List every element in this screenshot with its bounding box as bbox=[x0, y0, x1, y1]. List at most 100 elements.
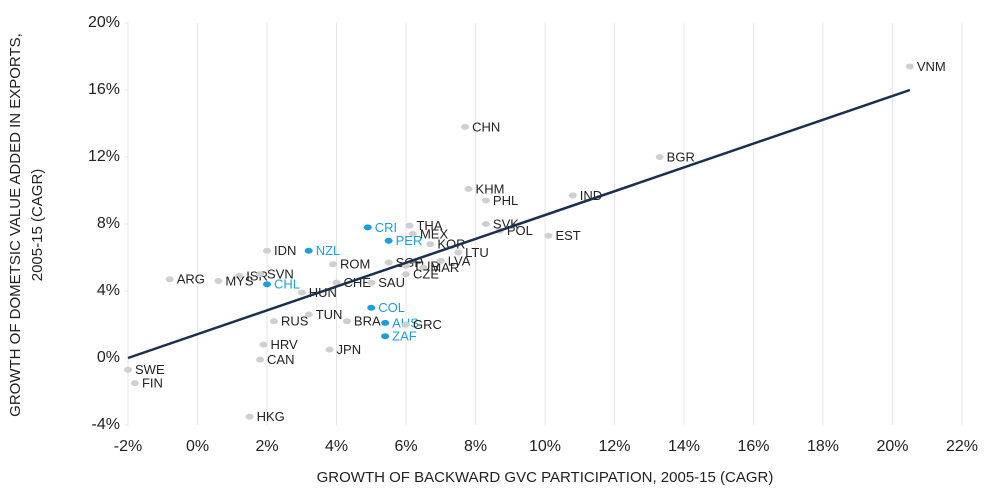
point-label: CHE bbox=[344, 275, 372, 290]
point bbox=[384, 259, 393, 266]
point bbox=[269, 318, 278, 325]
point bbox=[461, 123, 470, 130]
point bbox=[256, 271, 265, 278]
x-tick-label: 22% bbox=[946, 438, 978, 455]
x-tick-label: 4% bbox=[325, 438, 348, 455]
point-label: LVA bbox=[448, 253, 471, 268]
point bbox=[426, 241, 435, 248]
point bbox=[405, 222, 414, 229]
point bbox=[329, 261, 338, 268]
point bbox=[304, 311, 313, 318]
point-label: TUN bbox=[316, 307, 343, 322]
point-label: LTU bbox=[465, 245, 489, 260]
point bbox=[381, 319, 390, 326]
point bbox=[481, 221, 490, 227]
point bbox=[325, 346, 334, 353]
point-label: FIN bbox=[142, 376, 163, 391]
point bbox=[165, 276, 174, 283]
point-label: CRI bbox=[375, 220, 397, 235]
y-tick-label: -4% bbox=[92, 416, 120, 433]
point-label: COL bbox=[378, 300, 405, 315]
point-label: CHN bbox=[472, 119, 500, 134]
point-label: VNM bbox=[917, 59, 946, 74]
point bbox=[655, 154, 664, 160]
point bbox=[235, 272, 244, 279]
point-label: PHL bbox=[493, 193, 518, 208]
point bbox=[568, 192, 577, 199]
point bbox=[214, 277, 223, 284]
y-tick-label: 8% bbox=[97, 215, 120, 232]
point bbox=[304, 247, 313, 254]
point bbox=[419, 264, 428, 271]
point-label: JPN bbox=[337, 342, 362, 357]
x-tick-label: 12% bbox=[598, 438, 630, 455]
point bbox=[363, 224, 372, 231]
y-tick-label: 12% bbox=[88, 148, 120, 165]
point bbox=[297, 289, 306, 296]
y-tick-label: 4% bbox=[97, 282, 120, 299]
point bbox=[544, 232, 553, 239]
point-label: KOR bbox=[437, 237, 465, 252]
y-tick-label: 0% bbox=[97, 349, 120, 366]
point bbox=[263, 281, 271, 288]
point bbox=[402, 271, 410, 278]
x-tick-label: 6% bbox=[394, 438, 417, 455]
x-tick-label: -2% bbox=[114, 438, 142, 455]
point-label: HRV bbox=[271, 337, 299, 352]
point bbox=[436, 257, 445, 264]
point-label: IND bbox=[580, 188, 602, 203]
y-tick-label: 16% bbox=[88, 81, 120, 98]
x-tick-label: 20% bbox=[876, 438, 908, 455]
point bbox=[124, 366, 132, 373]
point-label: SWE bbox=[135, 362, 165, 377]
y-tick-label: 20% bbox=[88, 14, 120, 31]
x-axis-title: GROWTH OF BACKWARD GVC PARTICIPATION, 20… bbox=[317, 469, 774, 486]
point bbox=[367, 279, 376, 286]
point bbox=[454, 249, 463, 256]
point-label: THA bbox=[416, 218, 442, 233]
point-label: MAR bbox=[430, 260, 459, 275]
point-label: SVN bbox=[267, 267, 294, 282]
point bbox=[381, 333, 390, 340]
point bbox=[905, 63, 914, 70]
y-axis-title: 2005-15 (CAGR) bbox=[29, 169, 46, 282]
x-tick-label: 2% bbox=[255, 438, 278, 455]
x-tick-label: 18% bbox=[807, 438, 839, 455]
point-label: RUS bbox=[281, 314, 309, 329]
point bbox=[464, 185, 473, 192]
point bbox=[245, 413, 254, 420]
point-label: EST bbox=[555, 228, 580, 243]
point-label: NZL bbox=[316, 243, 341, 258]
point bbox=[259, 341, 268, 348]
x-tick-label: 8% bbox=[464, 438, 487, 455]
point-label: CZE bbox=[413, 267, 439, 282]
point-label: BGR bbox=[667, 149, 695, 164]
point-label: SAU bbox=[378, 275, 405, 290]
point bbox=[130, 380, 139, 387]
x-tick-label: 14% bbox=[668, 438, 700, 455]
point-label: ARG bbox=[177, 272, 205, 287]
point-label: SVK bbox=[493, 216, 519, 231]
x-tick-label: 10% bbox=[529, 438, 561, 455]
point-label: KHM bbox=[476, 181, 505, 196]
point-label: ZAF bbox=[392, 329, 417, 344]
point-label: PER bbox=[396, 233, 423, 248]
point-label: CAN bbox=[267, 352, 294, 367]
point bbox=[332, 279, 341, 286]
y-axis-title: GROWTH OF DOMETSIC VALUE ADDED IN EXPORT… bbox=[7, 33, 24, 417]
point-label: IDN bbox=[274, 243, 296, 258]
point bbox=[263, 247, 271, 254]
point bbox=[367, 304, 376, 311]
x-tick-label: 16% bbox=[737, 438, 769, 455]
point-label: HKG bbox=[257, 409, 285, 424]
point bbox=[342, 318, 351, 325]
point-label: ROM bbox=[340, 257, 370, 272]
point bbox=[256, 356, 265, 363]
point-label: MEX bbox=[420, 226, 449, 241]
trend-line bbox=[127, 88, 911, 360]
point bbox=[481, 197, 490, 204]
point-label: GRC bbox=[413, 317, 442, 332]
point-label: MYS bbox=[225, 273, 254, 288]
point bbox=[408, 231, 417, 238]
